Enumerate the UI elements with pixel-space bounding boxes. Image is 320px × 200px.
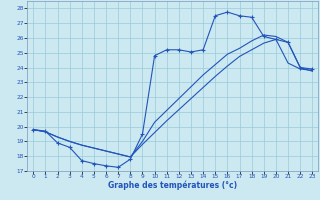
- X-axis label: Graphe des températures (°c): Graphe des températures (°c): [108, 181, 237, 190]
